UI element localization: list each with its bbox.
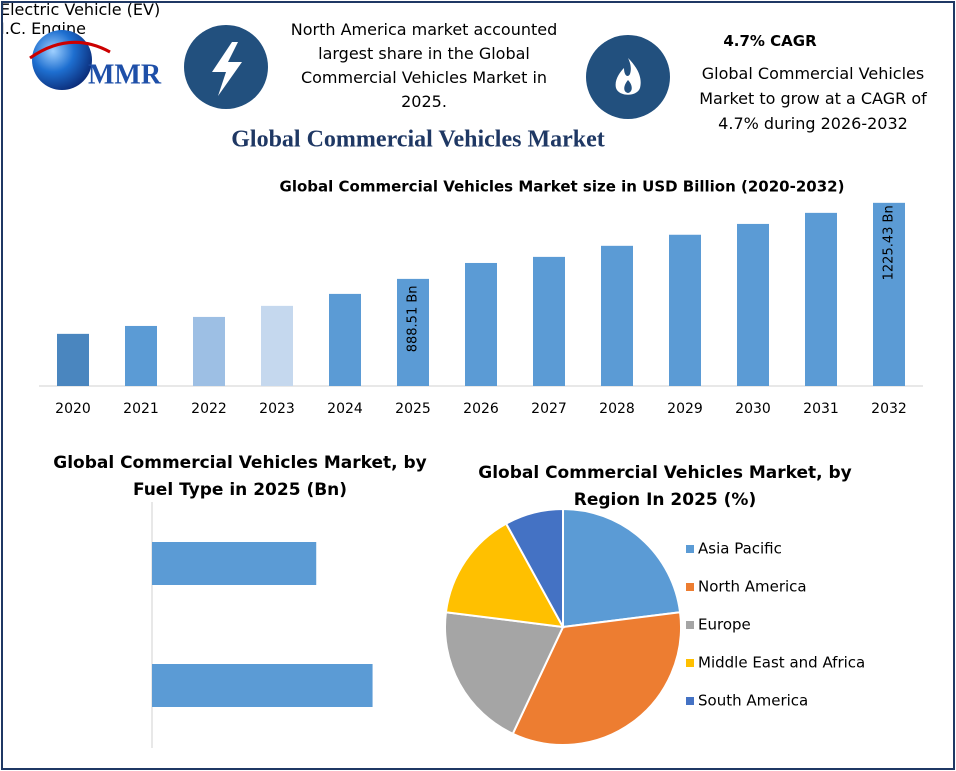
value-label: 888.51 Bn <box>406 285 421 352</box>
x-tick-label: 2029 <box>667 401 703 417</box>
pie-slice <box>444 522 565 629</box>
value-label: 1225.43 Bn <box>882 205 897 280</box>
bar <box>57 333 89 386</box>
bar <box>329 293 361 386</box>
logo-text: MMR <box>88 59 162 90</box>
x-tick-label: 2022 <box>191 401 227 417</box>
legend-swatch <box>686 621 694 629</box>
x-tick-label: 2027 <box>531 401 567 417</box>
legend-label: Middle East and Africa <box>698 654 865 672</box>
x-tick-label: 2030 <box>735 401 771 417</box>
legend-swatch <box>686 697 694 705</box>
bar <box>152 542 317 585</box>
cagr-title: 4.7% CAGR <box>723 32 817 50</box>
chart-title: Global Commercial Vehicles Market, by Fu… <box>53 453 427 500</box>
x-tick-label: 2021 <box>123 401 159 417</box>
bar <box>152 664 373 707</box>
pie-slice <box>444 611 565 736</box>
chart-title: Global Commercial Vehicles Market size i… <box>280 178 845 196</box>
x-tick-label: 2024 <box>327 401 363 417</box>
bar <box>601 245 633 386</box>
x-tick-label: 2026 <box>463 401 499 417</box>
highlight-text: North America market accounted largest s… <box>290 20 558 111</box>
bar <box>261 305 293 386</box>
flame <box>615 58 641 95</box>
y-tick-label: Electric Vehicle (EV) <box>0 0 161 19</box>
pie-slice <box>562 507 682 629</box>
bar <box>873 202 905 386</box>
x-tick-label: 2023 <box>259 401 295 417</box>
legend-swatch <box>686 545 694 553</box>
x-tick-label: 2032 <box>871 401 907 417</box>
pie-slice <box>504 507 564 628</box>
x-tick-label: 2025 <box>395 401 431 417</box>
x-tick-label: 2028 <box>599 401 635 417</box>
main-title: Global Commercial Vehicles Market <box>231 127 605 153</box>
logo-swoosh <box>29 40 111 60</box>
legend-label: North America <box>698 578 807 596</box>
lightning-bolt <box>212 42 242 96</box>
bar <box>737 223 769 386</box>
legend-label: Europe <box>698 616 751 634</box>
bar <box>669 234 701 386</box>
bar <box>397 278 429 386</box>
legend-swatch <box>686 583 694 591</box>
bar <box>465 262 497 386</box>
bar <box>125 325 157 386</box>
x-tick-label: 2020 <box>55 401 91 417</box>
logo-globe <box>32 30 92 90</box>
legend-label: Asia Pacific <box>698 540 782 558</box>
cagr-text: Global Commercial Vehicles Market to gro… <box>699 64 927 133</box>
legend-swatch <box>686 659 694 667</box>
bar <box>193 316 225 386</box>
bar <box>805 212 837 386</box>
chart-title: Global Commercial Vehicles Market, by Re… <box>478 463 852 510</box>
legend-label: South America <box>698 692 808 710</box>
x-tick-label: 2031 <box>803 401 839 417</box>
bar <box>533 256 565 386</box>
